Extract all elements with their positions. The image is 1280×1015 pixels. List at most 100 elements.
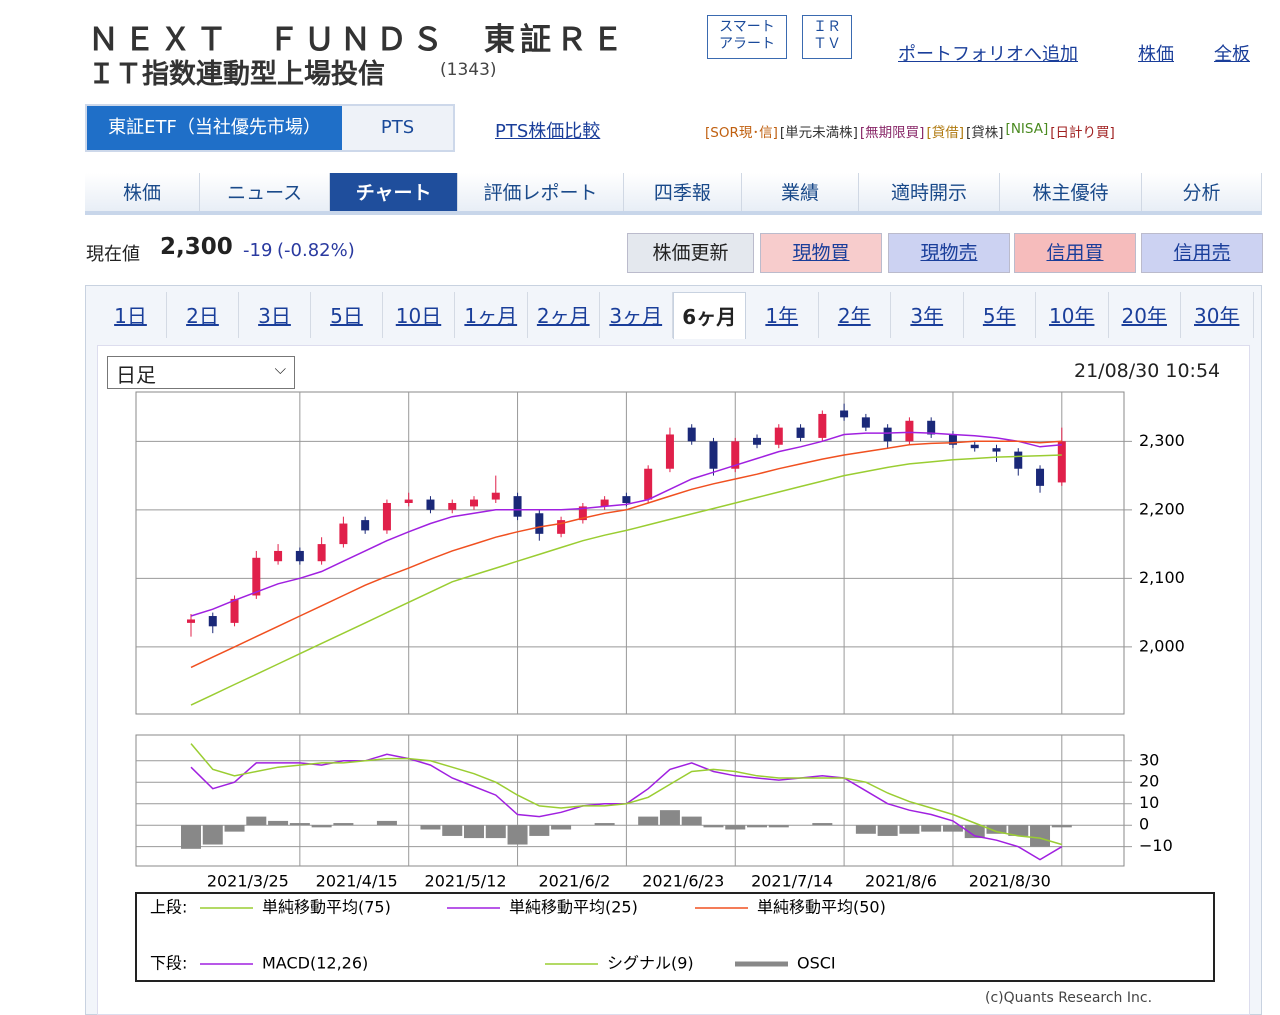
period-tab[interactable]: 3ヶ月: [600, 292, 673, 338]
osci-bar: [855, 825, 876, 834]
period-tab[interactable]: 5年: [964, 292, 1036, 338]
candle-body: [687, 427, 696, 442]
candle-body: [557, 520, 566, 534]
legend-label: MACD(12,26): [262, 954, 368, 973]
candle-body: [709, 441, 718, 469]
period-tab[interactable]: 3日: [239, 292, 311, 338]
price-label: 現在値: [86, 244, 140, 265]
osci-bar: [507, 825, 528, 845]
osci-bar: [1051, 825, 1072, 828]
candle-body: [426, 499, 435, 510]
board-link[interactable]: 全板: [1214, 44, 1250, 65]
candle-body: [927, 420, 936, 435]
period-tab[interactable]: 5日: [311, 292, 383, 338]
portfolio-link[interactable]: ポートフォリオへ追加: [898, 44, 1078, 65]
candle-body: [818, 413, 827, 438]
candle-body: [361, 520, 370, 531]
alert-button[interactable]: スマート アラート: [707, 15, 787, 59]
action-button[interactable]: 現物売: [888, 233, 1010, 273]
nav: 株価 ニュース チャート 評価レポート 四季報 業績 適時開示 株主優待 分析: [85, 173, 1262, 215]
legend-label: 単純移動平均(25): [509, 898, 638, 917]
osci-bar: [1030, 825, 1051, 847]
candle-body: [317, 544, 326, 562]
timestamp: 21/08/30 10:54: [1074, 360, 1221, 382]
candle-body: [905, 420, 914, 442]
candle-body: [883, 427, 892, 442]
osci-bar: [768, 825, 789, 828]
price-link[interactable]: 株価: [1138, 44, 1174, 65]
period-tab[interactable]: 30年: [1181, 292, 1254, 338]
nav-tab[interactable]: 四季報: [623, 173, 742, 211]
series-line: [190, 454, 1062, 706]
pts-compare-link[interactable]: PTS株価比較: [495, 121, 601, 142]
nav-tab[interactable]: 業績: [741, 173, 860, 211]
y-tick-label: 2,000: [1139, 636, 1185, 655]
nav-tab[interactable]: 評価レポート: [458, 173, 624, 211]
code: (1343): [440, 60, 497, 80]
osci-bar: [703, 825, 724, 828]
y-tick-label: 20: [1139, 772, 1159, 791]
period-tab[interactable]: 6ヶ月: [672, 292, 746, 339]
osci-bar: [246, 816, 267, 826]
osci-bar: [921, 825, 942, 832]
osci-bar: [420, 825, 441, 830]
nav-tab[interactable]: 株主優待: [1000, 173, 1142, 211]
period-tab[interactable]: 3年: [891, 292, 964, 338]
x-tick-label: 2021/5/12: [425, 872, 507, 891]
period-tab[interactable]: 1年: [746, 292, 819, 338]
action-button[interactable]: 現物買: [760, 233, 882, 273]
osci-bar: [333, 823, 354, 826]
legend-label: 単純移動平均(75): [262, 898, 391, 917]
price: 2,300: [160, 234, 233, 260]
tag: [日計り買]: [1050, 125, 1115, 141]
nav-tab[interactable]: 分析: [1141, 173, 1262, 211]
market-tab[interactable]: 東証ETF（当社優先市場）: [87, 106, 343, 150]
nav-tab[interactable]: ニュース: [200, 173, 331, 211]
osci-bar: [485, 825, 506, 839]
y-tick-label: 30: [1139, 750, 1159, 769]
period-tab[interactable]: 10年: [1036, 292, 1109, 338]
period-tab[interactable]: 1ヶ月: [455, 292, 528, 338]
candle-body: [753, 437, 762, 445]
nav-tab[interactable]: 株価: [85, 173, 201, 211]
osci-bar: [964, 825, 985, 839]
period-tab[interactable]: 2ヶ月: [528, 292, 600, 338]
candle-body: [731, 441, 740, 469]
tags: [SOR現･信] [単元未満株] [無期限買] [貸借] [貸株] [NISA] [日計り買…: [705, 121, 1117, 141]
candle-body: [208, 616, 217, 627]
y-tick-label: 0: [1139, 815, 1149, 834]
candle-body: [339, 523, 348, 545]
x-tick-label: 2021/8/30: [969, 872, 1051, 891]
market-tab[interactable]: PTS: [342, 106, 453, 150]
osci-bar: [376, 820, 397, 826]
osci-bar: [551, 825, 572, 830]
action-button[interactable]: 信用買: [1014, 233, 1136, 273]
nav-tab[interactable]: 適時開示: [859, 173, 1000, 211]
candle-body: [448, 502, 457, 510]
osci-bar: [529, 825, 550, 836]
period-tab[interactable]: 2年: [819, 292, 891, 338]
osci-bar: [1008, 825, 1029, 836]
candle-body: [600, 499, 609, 507]
period-tab[interactable]: 20年: [1109, 292, 1181, 338]
interval-select[interactable]: 日足 ⌵: [107, 356, 295, 389]
period-tab[interactable]: 1日: [95, 292, 167, 338]
candle-body: [295, 550, 304, 562]
action-button[interactable]: 信用売: [1141, 233, 1263, 273]
candle-body: [252, 557, 261, 596]
period-tab[interactable]: 10日: [383, 292, 455, 338]
candle-body: [1036, 468, 1045, 486]
osci-bar: [681, 816, 702, 826]
osci-bar: [289, 823, 310, 826]
osci-bar: [725, 825, 746, 830]
x-tick-label: 2021/6/23: [642, 872, 724, 891]
irtv-button[interactable]: ＩＲ ＴＶ: [802, 15, 852, 59]
candle-body: [230, 598, 239, 623]
action-button[interactable]: 株価更新: [627, 233, 754, 273]
candle-body: [622, 496, 631, 503]
period-tab[interactable]: 2日: [167, 292, 239, 338]
nav-tab[interactable]: チャート: [330, 173, 459, 211]
osci-bar: [899, 825, 920, 834]
tag: [SOR現･信]: [705, 125, 778, 141]
